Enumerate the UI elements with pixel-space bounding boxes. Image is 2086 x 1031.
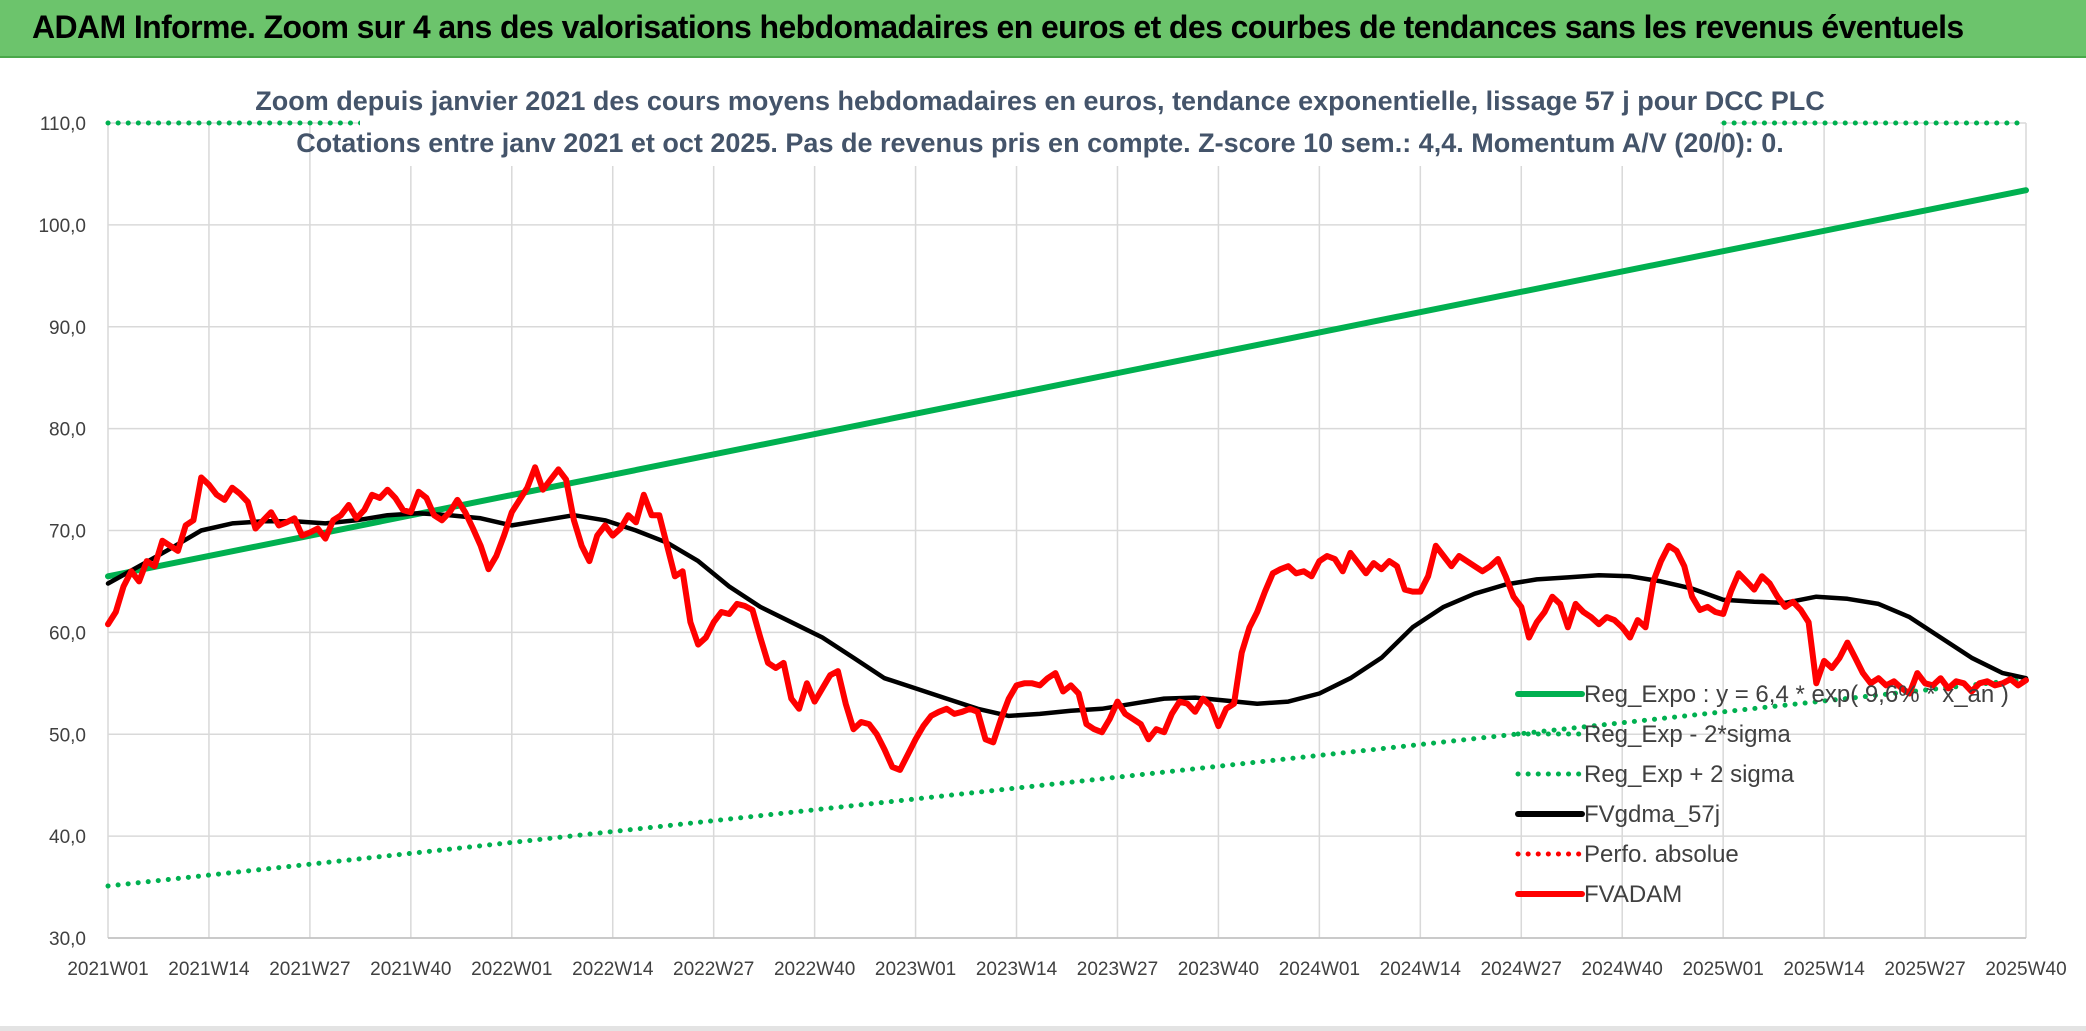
chart-subtitle: Cotations entre janv 2021 et oct 2025. P… [296,128,1784,158]
x-tick-label: 2022W40 [774,959,855,980]
x-tick-label: 2023W27 [1077,959,1158,980]
y-tick-label: 30,0 [49,929,86,950]
x-tick-label: 2022W01 [471,959,552,980]
x-axis-ticks: 2021W01 2021W14 2021W27 2021W40 2022W01 2022W… [67,959,2066,980]
y-tick-label: 60,0 [49,623,86,644]
y-tick-label: 50,0 [49,725,86,746]
legend-label-reg-expo-y-6-4-exp-9-6-x-an: Reg_Expo : y = 6,4 * exp( 9,6% * x_an ) [1584,681,2009,708]
x-tick-label: 2024W27 [1481,959,1562,980]
legend-label-perfo-absolue: Perfo. absolue [1584,841,1739,868]
x-tick-label: 2025W01 [1682,959,1763,980]
gridlines [107,122,2027,939]
series-line-fvgdma-57j [105,510,2029,719]
x-tick-label: 2024W40 [1582,959,1663,980]
chart-title: Zoom depuis janvier 2021 des cours moyen… [255,86,1824,116]
legend-label-fvgdma-57j: FVgdma_57j [1584,801,1720,828]
series-line-reg-expo-y-6-4-exp-9-6-x-an [105,187,2029,580]
y-tick-label: 40,0 [49,827,86,848]
y-axis-ticks: 30,0 40,0 50,0 60,0 70,0 80,0 90,0 100,0 110,0 [38,114,86,950]
y-tick-label: 100,0 [38,216,86,237]
report-title: ADAM Informe. Zoom sur 4 ans des valoris… [32,9,1964,45]
x-tick-label: 2023W40 [1178,959,1259,980]
bottom-border [0,1026,2086,1031]
x-tick-label: 2022W27 [673,959,754,980]
x-tick-label: 2025W27 [1884,959,1965,980]
chart-legend: Reg_Expo : y = 6,4 * exp( 9,6% * x_an ) R… [1515,681,2009,908]
y-tick-label: 110,0 [40,114,86,135]
x-tick-label: 2023W14 [976,959,1058,980]
y-tick-label: 90,0 [49,318,86,339]
legend-label-reg-exp-2-sigma: Reg_Exp + 2 sigma [1584,761,1795,788]
x-tick-label: 2024W14 [1380,959,1462,980]
legend-label-fvadam: FVADAM [1584,881,1682,908]
series-line-reg-exp-2-sigma [105,676,2029,889]
x-tick-label: 2024W01 [1279,959,1360,980]
chart-titles: Zoom depuis janvier 2021 des cours moyen… [255,78,1825,166]
y-tick-label: 80,0 [49,420,86,441]
x-tick-label: 2021W14 [168,959,250,980]
y-tick-label: 70,0 [49,522,86,543]
x-tick-label: 2021W27 [269,959,350,980]
x-tick-label: 2021W40 [370,959,451,980]
x-tick-label: 2025W40 [1985,959,2066,980]
x-tick-label: 2022W14 [572,959,654,980]
x-tick-label: 2021W01 [67,959,148,980]
legend-label-reg-exp-2-sigma: Reg_Exp - 2*sigma [1584,721,1791,748]
chart-title-background [360,78,1720,166]
x-tick-label: 2025W14 [1783,959,1865,980]
x-tick-label: 2023W01 [875,959,956,980]
series-line-fvadam [105,464,2029,773]
report-banner: ADAM Informe. Zoom sur 4 ans des valoris… [0,0,2086,58]
